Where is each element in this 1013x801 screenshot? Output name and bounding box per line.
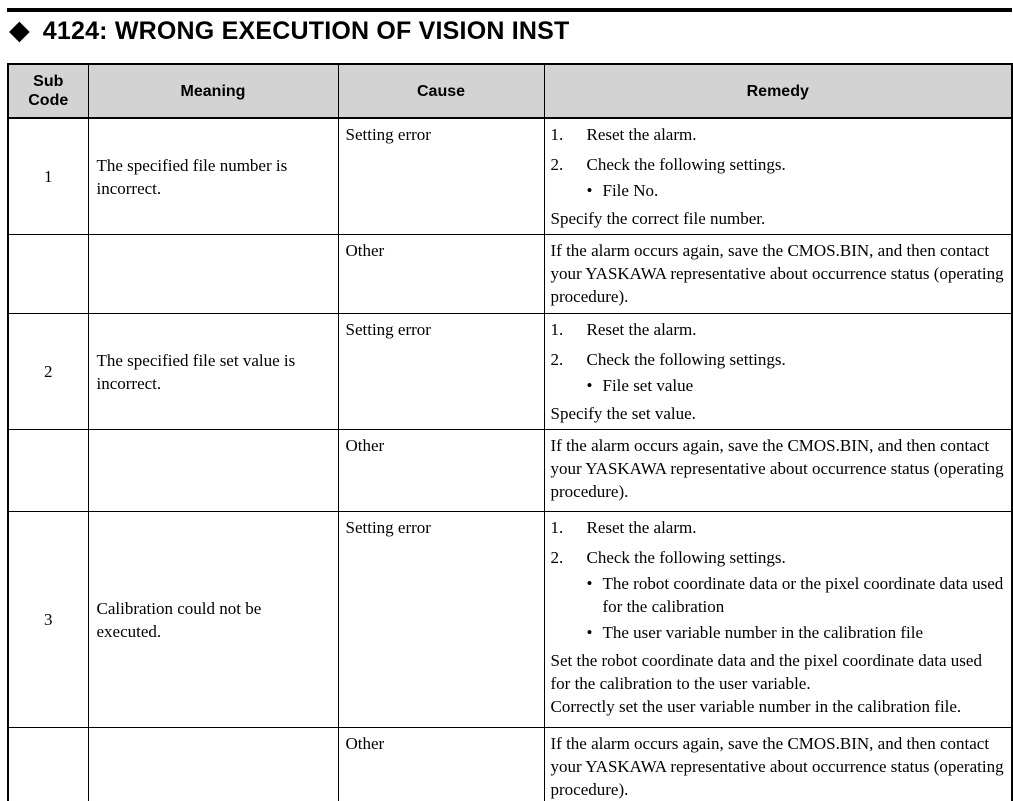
col-header-cause: Cause [337, 63, 545, 119]
section-divider-rule [7, 8, 1012, 12]
cause-cell: Other [337, 727, 545, 801]
remedy-bullet-item: • File set value [587, 374, 1006, 397]
bullet-icon: • [586, 623, 593, 642]
remedy-text: Correctly set the user variable number i… [550, 697, 962, 716]
step-number: 1. [550, 518, 564, 537]
cause-cell: Setting error [337, 117, 545, 235]
table-row: Other If the alarm occurs again, save the… [7, 727, 1013, 801]
remedy-text: File No. [602, 181, 659, 200]
bullet-icon: • [586, 574, 593, 593]
table-row: 3 Calibration could not be executed. Setti… [7, 511, 1013, 728]
remedy-step: 1. Reset the alarm. [551, 123, 1006, 146]
table-header-row: Sub Code Meaning Cause Remedy [7, 63, 1013, 119]
remedy-text: Check the following settings. [586, 155, 786, 174]
sub-code-cell: 1 [7, 117, 89, 235]
step-number: 2. [550, 548, 564, 567]
remedy-bullet-item: • The user variable number in the calibra… [587, 621, 1006, 644]
col-header-sub-code: Sub Code [7, 63, 89, 119]
remedy-note: Specify the set value. [551, 402, 1006, 425]
remedy-text: Check the following settings. [586, 548, 786, 567]
meaning-cell [87, 234, 339, 314]
remedy-text: If the alarm occurs again, save the CMOS… [550, 241, 1004, 306]
alarm-title-row: ◆ 4124: WRONG EXECUTION OF VISION INST [9, 16, 570, 46]
remedy-note: Correctly set the user variable number i… [551, 695, 1006, 718]
remedy-step: 2. Check the following settings. [551, 153, 1006, 176]
step-number: 1. [550, 125, 564, 144]
remedy-text: The robot coordinate data or the pixel c… [602, 574, 1004, 616]
step-number: 1. [550, 320, 564, 339]
remedy-cell: 1. Reset the alarm. 2. Check the following … [543, 117, 1013, 235]
table-row: Other If the alarm occurs again, save the… [7, 429, 1013, 512]
cause-cell: Setting error [337, 313, 545, 430]
remedy-text: If the alarm occurs again, save the CMOS… [550, 436, 1004, 501]
col-header-meaning: Meaning [87, 63, 339, 119]
meaning-cell: Calibration could not be executed. [87, 511, 339, 728]
remedy-cell: 1. Reset the alarm. 2. Check the following … [543, 313, 1013, 430]
meaning-cell: The specified file set value is incorrec… [87, 313, 339, 430]
remedy-text: File set value [602, 376, 694, 395]
step-number: 2. [550, 155, 564, 174]
remedy-text: Reset the alarm. [586, 320, 697, 339]
remedy-text: The user variable number in the calibrat… [602, 623, 924, 642]
table-row: Other If the alarm occurs again, save the… [7, 234, 1013, 314]
remedy-text: If the alarm occurs again, save the CMOS… [550, 734, 1004, 799]
remedy-note: If the alarm occurs again, save the CMOS… [551, 434, 1006, 503]
cause-cell: Other [337, 234, 545, 314]
remedy-step: 1. Reset the alarm. [551, 516, 1006, 539]
remedy-cell: 1. Reset the alarm. 2. Check the following … [543, 511, 1013, 728]
table-row: 1 The specified file number is incorrect.… [7, 117, 1013, 235]
meaning-cell [87, 727, 339, 801]
remedy-step: 2. Check the following settings. [551, 348, 1006, 371]
remedy-cell: If the alarm occurs again, save the CMOS… [543, 429, 1013, 512]
remedy-note: Specify the correct file number. [551, 207, 1006, 230]
table-body: 1 The specified file number is incorrect.… [7, 117, 1013, 801]
remedy-text: Check the following settings. [586, 350, 786, 369]
meaning-cell [87, 429, 339, 512]
remedy-text: Set the robot coordinate data and the pi… [550, 651, 982, 693]
remedy-text: Specify the set value. [550, 404, 696, 423]
sub-code-cell: 3 [7, 511, 89, 728]
bullet-icon: • [586, 376, 593, 395]
remedy-text: Reset the alarm. [586, 518, 697, 537]
alarm-subcode-table: Sub Code Meaning Cause Remedy 1 The speci… [7, 63, 1013, 801]
col-header-remedy: Remedy [543, 63, 1013, 119]
diamond-bullet-icon: ◆ [9, 15, 30, 46]
remedy-note: If the alarm occurs again, save the CMOS… [551, 732, 1006, 801]
remedy-text: Reset the alarm. [586, 125, 697, 144]
remedy-cell: If the alarm occurs again, save the CMOS… [543, 234, 1013, 314]
sub-code-cell [7, 429, 89, 512]
remedy-step: 2. Check the following settings. [551, 546, 1006, 569]
remedy-step: 1. Reset the alarm. [551, 318, 1006, 341]
sub-code-cell [7, 234, 89, 314]
remedy-text: Specify the correct file number. [550, 209, 766, 228]
cause-cell: Other [337, 429, 545, 512]
remedy-note: If the alarm occurs again, save the CMOS… [551, 239, 1006, 308]
sub-code-cell: 2 [7, 313, 89, 430]
cause-cell: Setting error [337, 511, 545, 728]
meaning-cell: The specified file number is incorrect. [87, 117, 339, 235]
table-row: 2 The specified file set value is incorre… [7, 313, 1013, 430]
bullet-icon: • [586, 181, 593, 200]
remedy-bullet-item: • The robot coordinate data or the pixel … [587, 572, 1006, 618]
remedy-bullet-item: • File No. [587, 179, 1006, 202]
sub-code-cell [7, 727, 89, 801]
step-number: 2. [550, 350, 564, 369]
remedy-note: Set the robot coordinate data and the pi… [551, 649, 1006, 695]
page-title: 4124: WRONG EXECUTION OF VISION INST [42, 17, 570, 45]
remedy-cell: If the alarm occurs again, save the CMOS… [543, 727, 1013, 801]
